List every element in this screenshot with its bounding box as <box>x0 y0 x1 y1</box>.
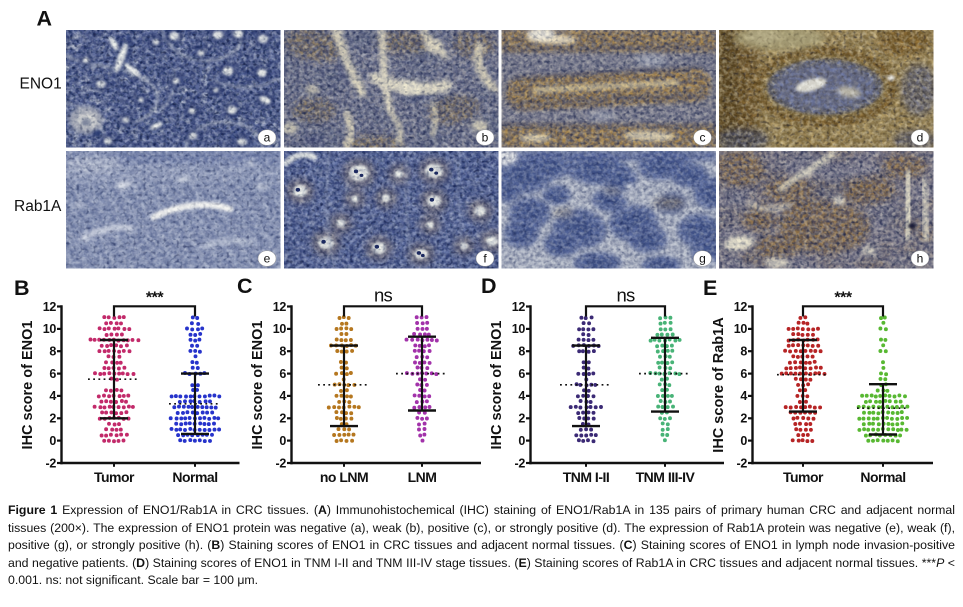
svg-text:C: C <box>237 274 253 298</box>
svg-text:8: 8 <box>49 345 56 359</box>
svg-text:IHC score of ENO1: IHC score of ENO1 <box>20 321 36 450</box>
svg-text:0: 0 <box>49 434 56 448</box>
svg-text:d: d <box>917 131 924 145</box>
svg-text:h: h <box>917 252 924 266</box>
svg-text:ENO1: ENO1 <box>20 76 62 93</box>
svg-text:IHC score of ENO1: IHC score of ENO1 <box>250 321 266 450</box>
svg-text:4: 4 <box>279 389 286 403</box>
svg-text:Rab1A: Rab1A <box>14 198 62 215</box>
svg-text:-2: -2 <box>275 456 286 470</box>
svg-text:ns: ns <box>374 285 392 306</box>
svg-text:e: e <box>264 252 271 266</box>
svg-text:4: 4 <box>49 389 56 403</box>
svg-text:TNM I-II: TNM I-II <box>563 469 610 485</box>
svg-text:2: 2 <box>49 412 56 426</box>
svg-text:TNM III-IV: TNM III-IV <box>636 469 696 485</box>
svg-text:2: 2 <box>518 412 525 426</box>
svg-text:f: f <box>483 252 487 266</box>
svg-text:6: 6 <box>279 367 286 381</box>
svg-text:LNM: LNM <box>408 469 437 485</box>
svg-text:0: 0 <box>279 434 286 448</box>
svg-text:c: c <box>700 131 706 145</box>
svg-text:10: 10 <box>734 322 748 336</box>
svg-text:8: 8 <box>518 345 525 359</box>
svg-text:0: 0 <box>518 434 525 448</box>
svg-text:8: 8 <box>279 345 286 359</box>
svg-text:-2: -2 <box>45 456 56 470</box>
svg-text:8: 8 <box>740 345 747 359</box>
svg-text:D: D <box>481 274 497 298</box>
svg-text:4: 4 <box>740 389 747 403</box>
svg-text:b: b <box>482 131 489 145</box>
svg-text:12: 12 <box>734 300 748 314</box>
svg-text:0: 0 <box>740 434 747 448</box>
svg-text:IHC score of ENO1: IHC score of ENO1 <box>489 321 505 450</box>
svg-text:12: 12 <box>273 300 287 314</box>
svg-text:6: 6 <box>740 367 747 381</box>
svg-text:2: 2 <box>740 412 747 426</box>
svg-text:10: 10 <box>43 322 57 336</box>
svg-text:10: 10 <box>273 322 287 336</box>
svg-text:E: E <box>703 276 717 300</box>
svg-text:A: A <box>37 7 53 31</box>
svg-text:g: g <box>699 252 706 266</box>
svg-text:12: 12 <box>512 300 526 314</box>
svg-text:-2: -2 <box>736 456 747 470</box>
svg-text:***: *** <box>834 290 852 307</box>
svg-text:***: *** <box>146 290 164 307</box>
svg-text:12: 12 <box>43 300 57 314</box>
svg-text:IHC score of Rab1A: IHC score of Rab1A <box>711 317 727 453</box>
svg-text:B: B <box>14 276 30 300</box>
svg-text:Normal: Normal <box>860 469 905 485</box>
svg-text:Tumor: Tumor <box>94 469 135 485</box>
svg-text:10: 10 <box>512 322 526 336</box>
svg-text:2: 2 <box>279 412 286 426</box>
svg-text:Normal: Normal <box>172 469 217 485</box>
svg-text:6: 6 <box>518 367 525 381</box>
svg-text:-2: -2 <box>514 456 525 470</box>
svg-text:4: 4 <box>518 389 525 403</box>
svg-text:a: a <box>264 131 271 145</box>
svg-text:no LNM: no LNM <box>320 469 368 485</box>
svg-text:ns: ns <box>617 285 635 306</box>
svg-text:6: 6 <box>49 367 56 381</box>
svg-text:Tumor: Tumor <box>783 469 824 485</box>
